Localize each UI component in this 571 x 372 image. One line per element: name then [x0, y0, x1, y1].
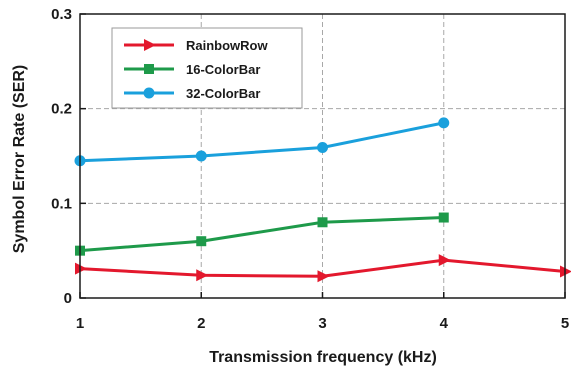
- grid: [80, 14, 565, 298]
- x-tick-label: 4: [440, 315, 449, 332]
- series-line: [79, 216, 444, 253]
- data-point: [196, 236, 207, 247]
- data-point: [317, 217, 328, 228]
- tick-labels: 1 2 3 4 5 0 0.1 0.2 0.3: [51, 6, 569, 332]
- data-point: [438, 212, 449, 223]
- x-tick-label: 5: [561, 315, 569, 332]
- legend-marker: [144, 64, 154, 74]
- y-tick-label: 0: [64, 290, 72, 307]
- plot-frame: [79, 13, 566, 299]
- series-rainbowrow: [75, 254, 571, 283]
- legend-label: RainbowRow: [186, 38, 268, 53]
- y-tick-label: 0.2: [51, 101, 72, 118]
- legend-marker: [144, 39, 156, 51]
- x-tick-label: 3: [318, 315, 326, 332]
- axes: [79, 13, 566, 299]
- data-point: [438, 254, 451, 267]
- legend-item: 32-ColorBar: [124, 86, 260, 101]
- x-tick-label: 1: [76, 315, 84, 332]
- series-line: [79, 121, 445, 163]
- y-tick-label: 0.1: [51, 195, 72, 212]
- data-point: [75, 262, 87, 275]
- x-axis-label: Transmission frequency (kHz): [209, 349, 437, 366]
- legend-marker: [143, 87, 155, 99]
- data-point: [317, 141, 328, 153]
- y-tick-label: 0.3: [51, 6, 72, 23]
- data-point: [317, 270, 330, 283]
- legend-label: 16-ColorBar: [186, 62, 260, 77]
- y-axis-label: Symbol Error Rate (SER): [11, 65, 28, 253]
- data-point: [196, 269, 209, 282]
- legend-item: RainbowRow: [124, 38, 268, 53]
- legend: RainbowRow 16-ColorBar 32-ColorBar: [111, 27, 303, 109]
- series-16-colorbar: [75, 212, 449, 256]
- data-point: [195, 150, 207, 162]
- series-32-colorbar: [74, 117, 450, 167]
- legend-label: 32-ColorBar: [186, 86, 260, 101]
- x-tick-label: 2: [197, 315, 205, 332]
- legend-item: 16-ColorBar: [124, 62, 260, 77]
- data-point: [438, 117, 450, 129]
